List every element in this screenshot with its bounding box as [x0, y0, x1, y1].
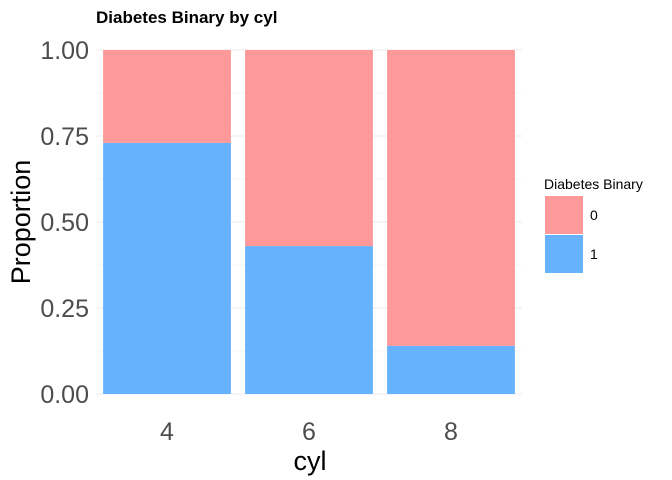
bar-cyl-6-series-1 [245, 246, 373, 394]
x-axis-label: cyl [294, 446, 327, 476]
legend-title: Diabetes Binary [544, 176, 643, 192]
y-tick-label: 0.00 [40, 381, 89, 409]
x-tick-label: 4 [160, 418, 174, 446]
y-axis-label: Proportion [6, 160, 36, 285]
x-tick-label: 6 [302, 418, 316, 446]
y-tick-label: 0.50 [40, 209, 89, 237]
y-tick-label: 0.75 [40, 123, 89, 151]
bar-cyl-8-series-0 [387, 50, 515, 346]
chart-title: Diabetes Binary by cyl [96, 8, 277, 27]
bar-cyl-8-series-1 [387, 345, 515, 394]
y-tick-label: 0.25 [40, 295, 89, 323]
bar-cyl-4-series-0 [103, 50, 231, 143]
x-tick-label: 8 [444, 418, 458, 446]
legend-key-0 [545, 196, 583, 234]
bar-cyl-4-series-1 [103, 142, 231, 394]
y-tick-label: 1.00 [40, 37, 89, 65]
legend: Diabetes Binary 0 1 [544, 176, 643, 273]
legend-label-1: 1 [590, 246, 598, 262]
bars [103, 50, 515, 394]
y-axis-ticks: 0.00 0.25 0.50 0.75 1.00 [40, 37, 89, 409]
legend-label-0: 0 [590, 207, 598, 223]
bar-cyl-6-series-0 [245, 50, 373, 247]
legend-key-1 [545, 235, 583, 273]
x-axis-ticks: 4 6 8 [160, 418, 458, 446]
